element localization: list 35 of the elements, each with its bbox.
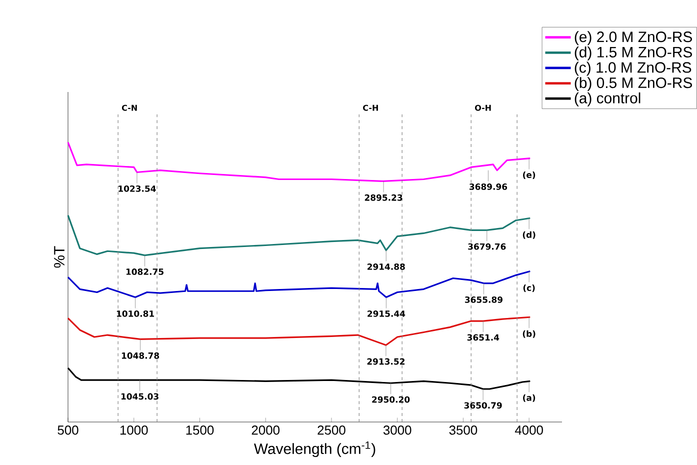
annotation: 3650.79	[464, 402, 502, 409]
annotation: 1023.54	[118, 185, 156, 192]
annotation: 1048.78	[122, 352, 160, 359]
legend-label: (b) 0.5 M ZnO-RS	[574, 77, 692, 92]
annotation: 2950.20	[372, 396, 410, 403]
annotation: 1082.75	[126, 268, 164, 275]
x-tick-label: 1000	[120, 426, 148, 435]
x-tick-label: 2500	[318, 426, 346, 435]
annotation: 1045.03	[121, 393, 158, 400]
y-axis-title: %T	[54, 246, 64, 268]
legend-label: (e) 2.0 M ZnO-RS	[574, 31, 692, 46]
annotation: 3689.96	[470, 184, 508, 190]
x-tick-label: 1500	[186, 426, 214, 435]
annotation: (e)	[523, 171, 536, 180]
legend-label: (c) 1.0 M ZnO-RS	[574, 62, 692, 76]
x-tick-label: 3500	[449, 426, 478, 435]
annotation: 1010.81	[116, 310, 154, 317]
annotation: 2914.88	[368, 263, 405, 270]
annotation: (d)	[522, 231, 536, 239]
annotation: 2915.44	[368, 310, 406, 317]
annotation: 3655.89	[465, 296, 502, 303]
annotation: (a)	[523, 394, 536, 402]
annotation: (b)	[522, 330, 536, 338]
annotation: 2895.23	[364, 194, 402, 201]
x-tick-label: 500	[58, 426, 78, 435]
legend-label: (a) control	[574, 92, 640, 106]
annotation: 3651.4	[467, 334, 500, 341]
x-tick-label: 4000	[514, 426, 543, 435]
legend-label: (d) 1.5 M ZnO-RS	[574, 46, 692, 60]
annotation: (c)	[523, 284, 535, 292]
x-tick-label: 3000	[383, 426, 412, 435]
annotation: 2913.52	[367, 358, 405, 365]
annotation: 3679.76	[468, 243, 506, 250]
x-axis-title: Wavelength (cm$^{-1}$)	[254, 442, 376, 458]
x-tick-label: 2000	[252, 426, 280, 435]
